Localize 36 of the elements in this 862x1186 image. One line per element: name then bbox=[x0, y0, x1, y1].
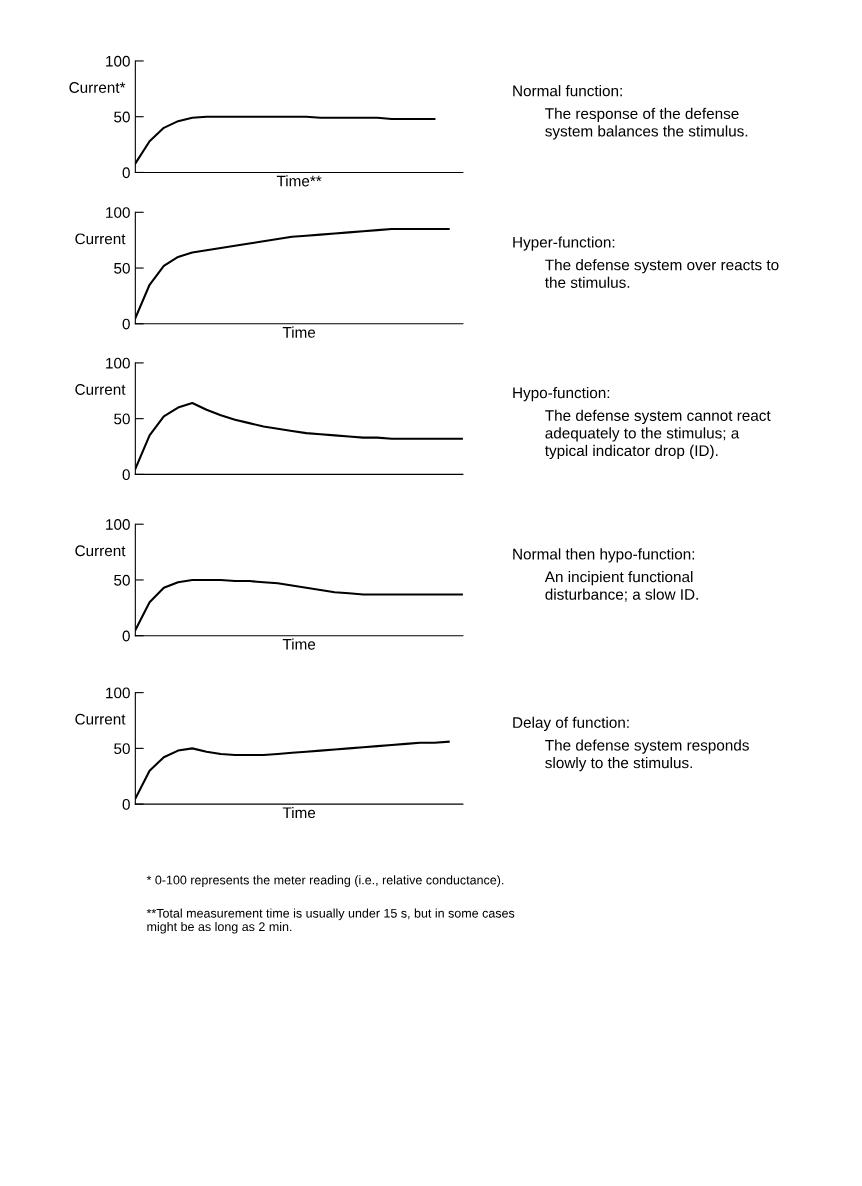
x-axis-title: Time** bbox=[276, 175, 322, 187]
y-tick-label: 100 bbox=[106, 55, 130, 67]
text: The response of the defense system balances the stimulus. bbox=[545, 107, 748, 140]
x-axis-title: Time bbox=[282, 806, 316, 819]
y-tick-label: 0 bbox=[122, 798, 130, 810]
text: Normal function: bbox=[513, 85, 622, 97]
text: * 0-100 represents the meter reading (i.e., relative conductance). bbox=[146, 875, 504, 887]
y-tick-label: 100 bbox=[106, 687, 130, 699]
y-tick-label: 100 bbox=[106, 357, 130, 369]
text: The defense system cannot react adequately to the stimulus; a typical indicator drop (ID). bbox=[545, 409, 771, 460]
y-axis-title: Current bbox=[75, 545, 126, 557]
text: **Total measurement time is usually under 15 s, but in some cases might be as long as 2 min. bbox=[146, 908, 515, 934]
y-tick-label: 50 bbox=[114, 111, 130, 123]
y-axis-title: Current bbox=[75, 384, 126, 395]
y-tick-label: 50 bbox=[114, 574, 130, 586]
y-axis-title: Current bbox=[75, 233, 126, 245]
text: Hypo-function: bbox=[513, 387, 610, 402]
y-tick-label: 0 bbox=[122, 630, 130, 642]
text: Delay of function: bbox=[513, 716, 629, 731]
y-axis-title: Current* bbox=[69, 82, 126, 93]
x-axis-title: Time bbox=[282, 638, 316, 650]
y-tick-label: 100 bbox=[106, 519, 130, 530]
text: The defense system responds slowly to the stimulus. bbox=[545, 739, 749, 772]
y-tick-label: 50 bbox=[114, 413, 130, 425]
text: Normal then hypo-function: bbox=[513, 548, 695, 563]
text: Hyper-function: bbox=[513, 236, 615, 251]
text: An incipient functional disturbance; a slow ID. bbox=[544, 571, 698, 602]
y-axis-title: Current bbox=[75, 713, 126, 725]
y-tick-label: 50 bbox=[114, 262, 130, 274]
y-tick-label: 100 bbox=[106, 207, 130, 218]
y-tick-label: 0 bbox=[122, 167, 130, 179]
y-tick-label: 0 bbox=[122, 469, 130, 481]
y-tick-label: 50 bbox=[114, 743, 130, 755]
text: The defense system over reacts to the stimulus. bbox=[545, 259, 779, 288]
x-axis-title: Time bbox=[282, 326, 316, 338]
y-tick-label: 0 bbox=[122, 318, 130, 330]
